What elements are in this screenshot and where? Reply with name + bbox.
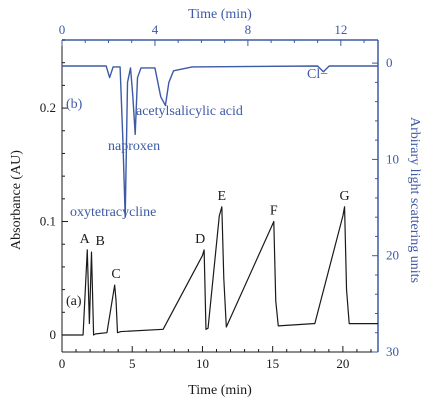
top-tick-label: 12 xyxy=(334,22,347,37)
peak-label-d: D xyxy=(195,232,205,247)
annotation-oxytetracycline: oxytetracycline xyxy=(70,205,156,220)
bottom-tick-label: 20 xyxy=(336,356,349,371)
annotation-chloride: Cl− xyxy=(307,67,328,82)
bottom-tick-label: 0 xyxy=(59,356,66,371)
traces xyxy=(62,65,378,336)
right-tick-label: 10 xyxy=(386,151,399,166)
trace-a-line xyxy=(62,206,378,336)
right-axis-title: Arbirary light scattering units xyxy=(407,117,422,283)
left-tick-label: 0.2 xyxy=(40,100,56,115)
top-tick-label: 0 xyxy=(59,22,66,37)
bottom-axis-title: Time (min) xyxy=(188,383,252,398)
panel-label-b: (b) xyxy=(66,97,83,112)
bottom-tick-label: 15 xyxy=(266,356,279,371)
right-tick-label: 20 xyxy=(386,248,399,263)
right-tick-label: 30 xyxy=(386,344,399,359)
left-axis-title: Absorbance (AU) xyxy=(9,150,24,250)
peak-label-a: A xyxy=(80,232,91,247)
peak-label-c: C xyxy=(111,267,120,282)
right-tick-label: 0 xyxy=(386,55,393,70)
labels: A B C D E F G xyxy=(80,189,350,282)
peak-label-g: G xyxy=(340,189,350,204)
peak-label-e: E xyxy=(218,189,227,204)
peak-label-f: F xyxy=(270,204,278,219)
annotation-acetylsalicylic-acid: acetylsalicylic acid xyxy=(136,104,243,119)
left-tick-label: 0 xyxy=(50,327,57,342)
plot-frame xyxy=(61,39,379,353)
annotation-naproxen: naproxen xyxy=(108,139,160,154)
top-tick-label: 4 xyxy=(152,22,159,37)
bottom-tick-label: 5 xyxy=(129,356,136,371)
peak-label-b: B xyxy=(96,234,105,249)
trace-b-line xyxy=(62,65,378,218)
top-axis-title: Time (min) xyxy=(188,7,252,22)
left-tick-label: 0.1 xyxy=(40,214,56,229)
top-tick-label: 8 xyxy=(245,22,252,37)
axes-ticks: 0 5 10 15 20 0 0.1 0.2 0 4 8 12 0 10 20 30 xyxy=(40,22,399,371)
panel-label-a: (a) xyxy=(66,294,82,309)
bottom-tick-label: 10 xyxy=(196,356,209,371)
